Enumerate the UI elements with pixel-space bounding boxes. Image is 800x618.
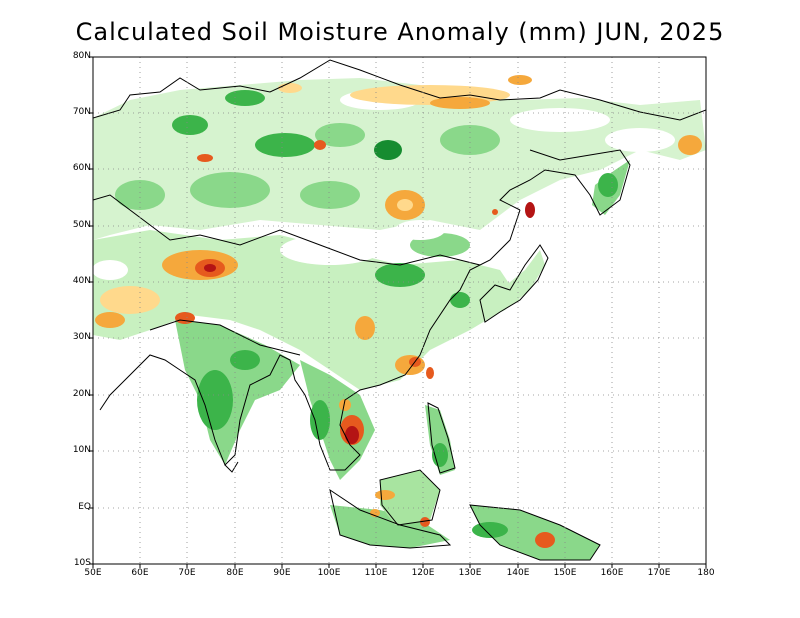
- lat-tick-label: 80N: [72, 51, 91, 61]
- grid-lines: [93, 57, 706, 564]
- lon-tick-label: 150E: [553, 568, 577, 578]
- lon-tick-label: 180: [697, 568, 715, 578]
- lon-tick-label: 160E: [600, 568, 624, 578]
- lon-tick-label: 120E: [411, 568, 435, 578]
- wet-anomaly-blobs: [115, 90, 618, 538]
- lat-tick-label: 60N: [72, 163, 91, 173]
- lat-tick-label: 70N: [72, 107, 91, 117]
- lat-tick-label: EQ: [78, 502, 91, 512]
- map-title: Calculated Soil Moisture Anomaly (mm) JU…: [75, 18, 725, 46]
- map-frame: [92, 56, 707, 565]
- lat-tick-label: 20N: [72, 389, 91, 399]
- lat-tick-label: 40N: [72, 276, 91, 286]
- lon-tick-label: 50E: [84, 568, 102, 578]
- lon-tick-label: 110E: [364, 568, 388, 578]
- lon-tick-label: 130E: [458, 568, 482, 578]
- lat-tick-label: 10S: [73, 558, 91, 568]
- lat-tick-label: 10N: [72, 445, 91, 455]
- lat-tick-label: 50N: [72, 220, 91, 230]
- lon-tick-label: 60E: [131, 568, 149, 578]
- lon-tick-label: 170E: [647, 568, 671, 578]
- tick-marks: [89, 56, 707, 568]
- lon-tick-label: 140E: [506, 568, 530, 578]
- lat-tick-label: 30N: [72, 332, 91, 342]
- lon-tick-label: 90E: [273, 568, 291, 578]
- lon-tick-label: 100E: [317, 568, 341, 578]
- lon-tick-label: 70E: [178, 568, 196, 578]
- coastlines: [93, 59, 706, 561]
- lon-tick-label: 80E: [226, 568, 244, 578]
- dry-anomaly-blobs: [95, 75, 702, 548]
